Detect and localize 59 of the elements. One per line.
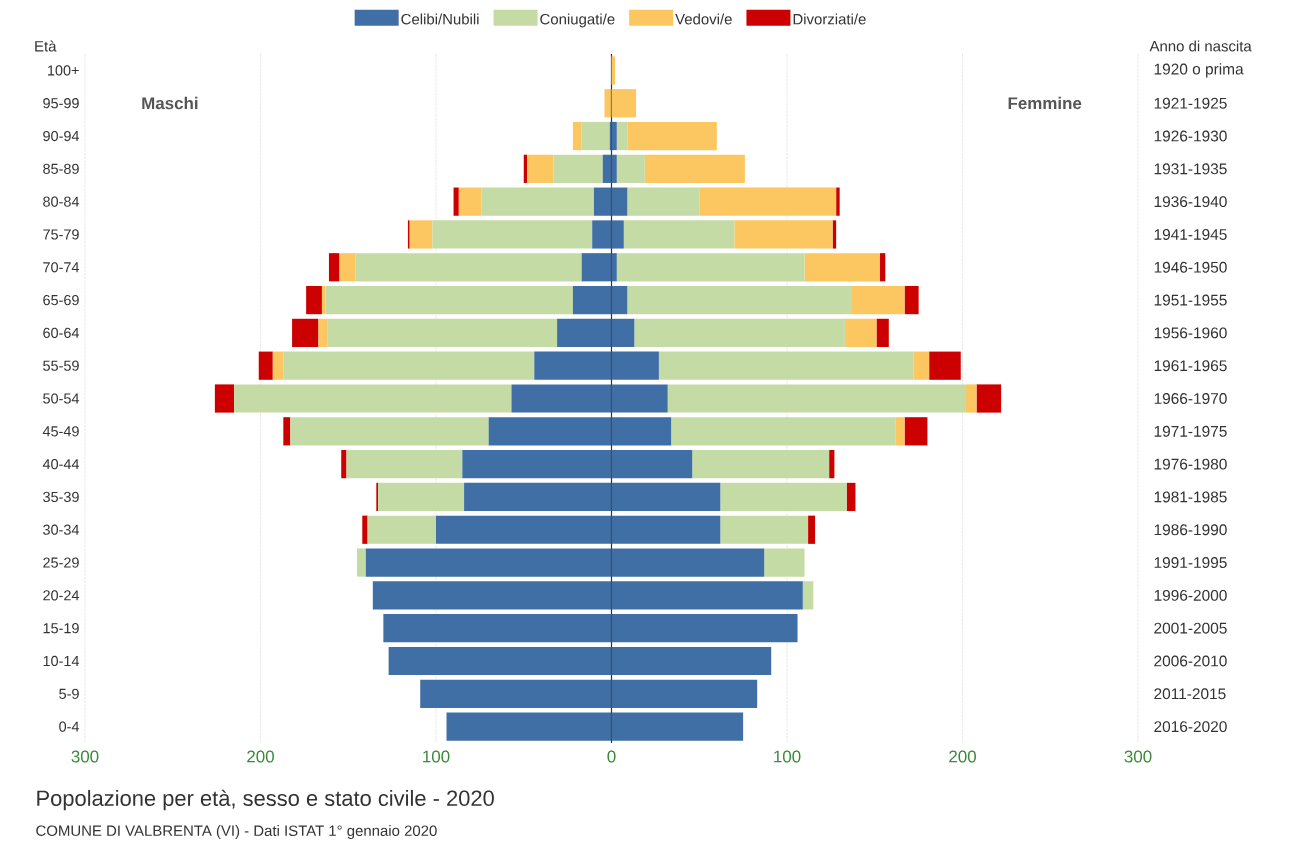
y-tick-label: 45-49 [42, 426, 79, 437]
y-tick-label: 100+ [48, 65, 79, 76]
y-tick-label: 5-9 [59, 688, 79, 699]
y2-tick-label: 1976-1980 [1154, 458, 1227, 470]
y2-tick-label: 1946-1950 [1154, 261, 1227, 273]
y-tick-label: 25-29 [43, 557, 79, 568]
y-tick-label: 40-44 [42, 459, 80, 470]
x-tick-label: 300 [71, 750, 99, 763]
y2-axis-title: Anno di nascita [1149, 40, 1252, 52]
annotation: Femmine [1008, 96, 1082, 110]
y-tick-label: 55-59 [43, 360, 79, 371]
annotation: Maschi [142, 96, 198, 110]
y2-tick-label: 2006-2010 [1154, 655, 1227, 667]
x-tick-label: 100 [423, 750, 450, 763]
y-tick-label: 20-24 [43, 590, 80, 601]
y-tick-label: 10-14 [43, 655, 80, 667]
y2-tick-label: 1986-1990 [1154, 524, 1227, 536]
y-tick-label: 30-34 [43, 524, 80, 535]
y-axis-title: Età [35, 40, 57, 52]
legend-label: Coniugati/e [540, 13, 615, 28]
x-tick-label: 200 [247, 750, 274, 763]
y-tick-label: 0-4 [59, 721, 80, 732]
y-tick-label: 80-84 [43, 196, 80, 207]
y-tick-label: 70-74 [43, 262, 80, 273]
y2-tick-label: 1921-1925 [1154, 97, 1227, 109]
y2-tick-label: 1961-1965 [1154, 360, 1227, 372]
y2-tick-label: 2016-2020 [1154, 721, 1227, 733]
y2-tick-label: 1956-1960 [1154, 327, 1227, 339]
y-tick-label: 15-19 [43, 623, 79, 634]
legend-label: Divorziati/e [793, 13, 866, 25]
text: Popolazione per età, sesso e stato civile - 2020 [37, 789, 494, 811]
y-tick-label: 85-89 [43, 163, 79, 174]
y2-tick-label: 1966-1970 [1154, 393, 1227, 404]
legend-label: Vedovi/e [675, 13, 732, 25]
y2-tick-label: 1981-1985 [1154, 491, 1227, 503]
y2-tick-label: 1936-1940 [1154, 196, 1227, 208]
y2-tick-label: 1920 o prima [1154, 63, 1244, 78]
y-tick-label: 75-79 [43, 229, 79, 240]
y2-tick-label: 1951-1955 [1154, 294, 1227, 306]
x-tick-label: 100 [774, 750, 801, 763]
y2-tick-label: 2011-2015 [1154, 688, 1226, 700]
x-tick-label: 200 [949, 750, 976, 763]
y-tick-label: 95-99 [43, 98, 79, 109]
y-tick-label: 60-64 [43, 327, 80, 338]
legend-label: Celibi/Nubili [401, 13, 479, 25]
y2-tick-label: 1971-1975 [1154, 425, 1227, 437]
x-tick-label: 300 [1124, 750, 1152, 763]
y2-tick-label: 1996-2000 [1154, 589, 1227, 601]
y2-tick-label: 1931-1935 [1154, 163, 1227, 175]
text: COMUNE DI VALBRENTA (VI) - Dati ISTAT 1° gennaio 2020 [36, 825, 437, 839]
y2-tick-label: 1926-1930 [1154, 130, 1227, 142]
y-tick-label: 65-69 [43, 294, 79, 306]
y2-tick-label: 1991-1995 [1154, 557, 1227, 569]
y-tick-label: 35-39 [43, 491, 79, 503]
y2-tick-label: 2001-2005 [1154, 622, 1227, 634]
y2-tick-label: 1941-1945 [1154, 228, 1227, 240]
x-tick-label: 0 [607, 750, 616, 763]
y-tick-label: 50-54 [43, 393, 80, 404]
y-tick-label: 90-94 [43, 130, 80, 142]
